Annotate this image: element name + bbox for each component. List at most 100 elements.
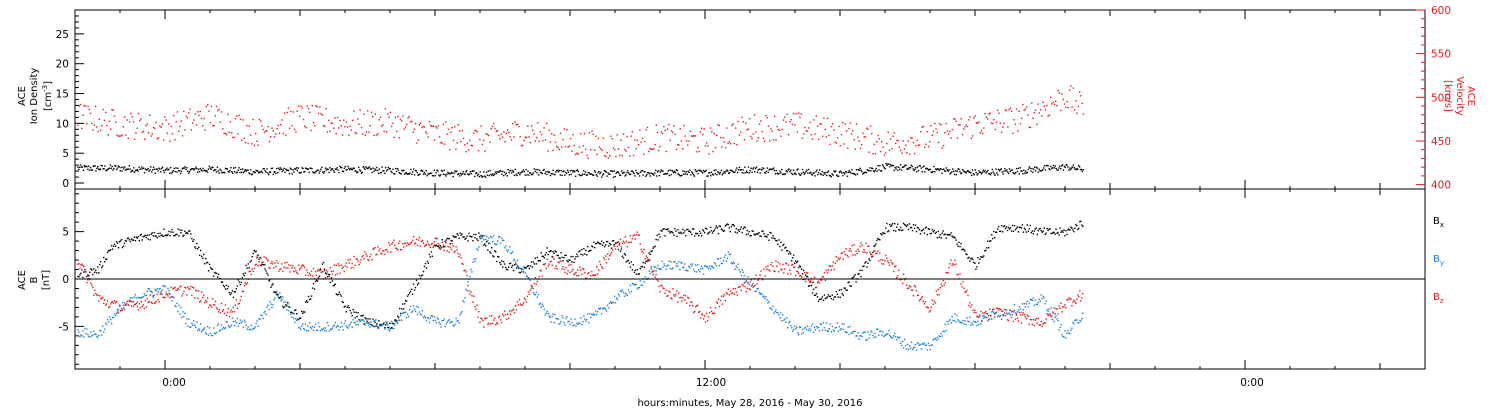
by-point — [748, 283, 750, 286]
bz-point — [406, 242, 409, 244]
bx-point — [376, 323, 378, 325]
density-point — [220, 169, 222, 172]
by-point — [842, 328, 844, 331]
velocity-point — [596, 153, 598, 156]
velocity-point — [713, 132, 715, 135]
density-point — [1010, 169, 1012, 171]
by-point — [544, 314, 546, 316]
density-point — [213, 170, 215, 172]
bz-point — [520, 304, 523, 306]
bx-point — [165, 234, 167, 236]
velocity-point — [519, 136, 521, 138]
by-point — [793, 328, 795, 331]
bx-point — [681, 232, 683, 235]
velocity-point — [852, 130, 854, 132]
velocity-point — [637, 144, 640, 146]
velocity-point — [722, 137, 724, 139]
density-point — [903, 165, 905, 168]
by-point — [489, 242, 491, 245]
by-point — [1008, 312, 1011, 315]
by-point — [1054, 316, 1056, 319]
density-point — [906, 168, 908, 171]
bx-point — [304, 301, 307, 303]
density-point — [933, 165, 935, 168]
velocity-point — [709, 127, 712, 129]
bx-point — [416, 284, 419, 286]
density-point — [924, 171, 926, 173]
velocity-point — [122, 125, 125, 128]
bx-point — [141, 239, 143, 241]
bx-point — [851, 277, 853, 279]
bz-point — [721, 303, 724, 305]
density-point — [245, 170, 247, 172]
by-point — [969, 316, 971, 319]
by-point — [561, 315, 563, 317]
density-point — [562, 171, 564, 173]
density-point — [746, 171, 749, 174]
density-point — [945, 167, 948, 169]
bz-point — [957, 273, 959, 276]
bx-point — [173, 234, 175, 237]
velocity-point — [603, 154, 606, 157]
bx-point — [103, 260, 106, 263]
density-point — [717, 171, 719, 173]
velocity-point — [173, 114, 175, 117]
bx-point — [1065, 229, 1067, 232]
bz-point — [335, 264, 338, 267]
bx-point — [943, 233, 945, 236]
density-point — [1058, 167, 1060, 169]
bz-point — [118, 305, 121, 307]
velocity-point — [532, 129, 534, 131]
density-point — [329, 167, 331, 169]
velocity-point — [91, 122, 93, 125]
density-point — [585, 174, 588, 176]
velocity-point — [590, 149, 592, 151]
bx-point — [591, 245, 593, 247]
velocity-point — [443, 143, 446, 145]
by-point — [649, 272, 651, 275]
density-point — [872, 170, 875, 172]
bz-point — [269, 267, 271, 269]
by-point — [558, 323, 560, 325]
by-point — [826, 330, 829, 333]
bz-point — [427, 243, 430, 245]
bx-point — [344, 305, 346, 307]
velocity-point — [329, 130, 331, 132]
by-point — [288, 310, 290, 312]
density-point — [389, 168, 391, 170]
by-point — [251, 329, 253, 331]
by-point — [770, 307, 772, 309]
bx-point — [908, 223, 911, 225]
bz-point — [159, 293, 161, 295]
bx-point — [322, 261, 325, 264]
bx-point — [807, 285, 810, 287]
bx-point — [752, 230, 754, 232]
bz-point — [716, 302, 719, 304]
by-point — [263, 311, 265, 314]
velocity-point — [120, 135, 122, 137]
velocity-point — [592, 133, 594, 136]
density-point — [207, 168, 210, 170]
bz-point — [638, 234, 640, 236]
by-point — [680, 261, 682, 264]
bz-point — [170, 286, 172, 289]
velocity-point — [692, 135, 694, 137]
bx-point — [673, 234, 675, 236]
density-point — [884, 168, 886, 170]
bz-point — [949, 263, 951, 265]
velocity-point — [679, 128, 681, 130]
density-point — [427, 173, 429, 175]
by-point — [918, 344, 921, 346]
bx-point — [506, 269, 509, 271]
bz-point — [327, 275, 330, 278]
density-point — [475, 171, 478, 174]
by-point — [609, 301, 612, 303]
density-point — [86, 165, 88, 168]
by-point — [93, 330, 95, 332]
bz-point — [321, 270, 324, 273]
by-point — [991, 311, 993, 313]
bz-point — [507, 317, 510, 320]
bz-point — [1039, 324, 1041, 326]
velocity-point — [768, 140, 771, 142]
by-point — [898, 336, 901, 339]
